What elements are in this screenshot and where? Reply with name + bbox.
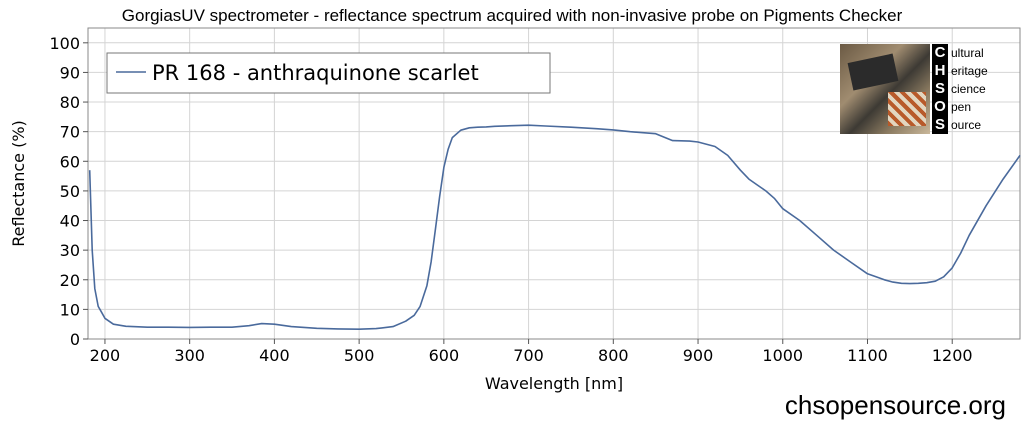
logo-word: cience: [951, 82, 986, 96]
logo-initial: O: [934, 98, 946, 115]
x-tick-label: 600: [429, 346, 460, 365]
x-tick-label: 1100: [847, 346, 888, 365]
y-tick-label: 100: [49, 34, 80, 53]
legend: PR 168 - anthraquinone scarlet: [106, 52, 551, 94]
axis-ticks: 200 300 400 500 600 700 800 900 1000 1100 1200 0 10 2…: [49, 34, 972, 365]
x-tick-label: 800: [598, 346, 629, 365]
y-tick-label: 50: [60, 182, 80, 201]
x-tick-label: 300: [174, 346, 205, 365]
x-tick-label: 700: [513, 346, 544, 365]
x-tick-label: 900: [683, 346, 714, 365]
y-tick-label: 70: [60, 123, 80, 142]
y-tick-label: 80: [60, 93, 80, 112]
x-tick-label: 500: [344, 346, 375, 365]
pigments-checker-graphic: [888, 92, 926, 126]
y-tick-label: 90: [60, 63, 80, 82]
y-tick-label: 30: [60, 241, 80, 260]
x-tick-label: 200: [90, 346, 121, 365]
y-axis-label: Reflectance (%): [9, 120, 28, 247]
plot-area: [87, 27, 1021, 340]
y-tick-label: 60: [60, 152, 80, 171]
logo-initial: C: [934, 44, 946, 61]
x-axis-label: Wavelength [nm]: [485, 374, 623, 393]
x-tick-label: 1000: [762, 346, 803, 365]
logo-word: eritage: [951, 64, 988, 78]
spectrometer-device-graphic: [847, 53, 899, 91]
x-tick-label: 400: [259, 346, 290, 365]
chart-title: GorgiasUV spectrometer - reflectance spe…: [121, 6, 903, 25]
y-tick-label: 40: [60, 212, 80, 231]
logo-initial: H: [934, 62, 946, 79]
spectrum-line: [88, 124, 1021, 330]
logo-initial: S: [934, 116, 945, 133]
y-tick-label: 0: [70, 330, 80, 349]
logo-words: ultural eritage cience pen ource: [951, 44, 988, 134]
x-tick-label: 1200: [932, 346, 973, 365]
logo-word: ource: [951, 118, 982, 132]
logo-initial: S: [934, 80, 945, 97]
footer-url: chsopensource.org: [784, 390, 1006, 420]
y-tick-label: 10: [60, 300, 80, 319]
logo-photo: [840, 44, 930, 134]
chsos-logo: C H S O S ultural eritage cience pen our…: [840, 44, 998, 134]
legend-label: PR 168 - anthraquinone scarlet: [152, 61, 479, 85]
logo-word: ultural: [951, 46, 984, 60]
logo-word: pen: [951, 100, 972, 114]
y-tick-label: 20: [60, 271, 80, 290]
logo-initials: C H S O S: [932, 44, 948, 134]
